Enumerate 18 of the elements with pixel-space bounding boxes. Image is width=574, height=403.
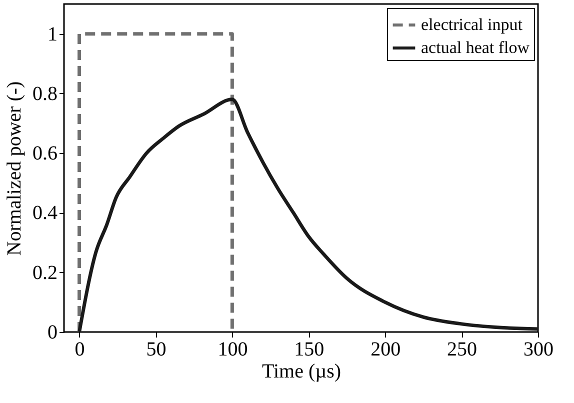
x-tick-label: 100 [218,338,248,360]
y-tick-label: 0.2 [32,262,58,284]
y-axis-title: Normalized power (-) [4,81,26,256]
x-axis-title: Time (µs) [262,360,342,382]
legend-label: actual heat flow [421,38,530,57]
y-tick-label: 1 [48,23,58,46]
y-tick-label: 0 [48,322,58,344]
legend-label: electrical input [421,15,523,34]
x-tick-label: 250 [447,338,478,360]
x-tick-label: 50 [146,338,166,360]
line-series [78,98,538,332]
x-tick-label: 150 [294,338,324,360]
x-tick-label: 200 [370,338,401,360]
y-tick-label: 0.8 [32,82,58,105]
y-tick-label: 0.4 [32,202,58,224]
x-tick-label: 300 [524,338,554,360]
y-tick-label: 0.6 [32,142,58,165]
x-tick-label: 0 [74,338,85,360]
